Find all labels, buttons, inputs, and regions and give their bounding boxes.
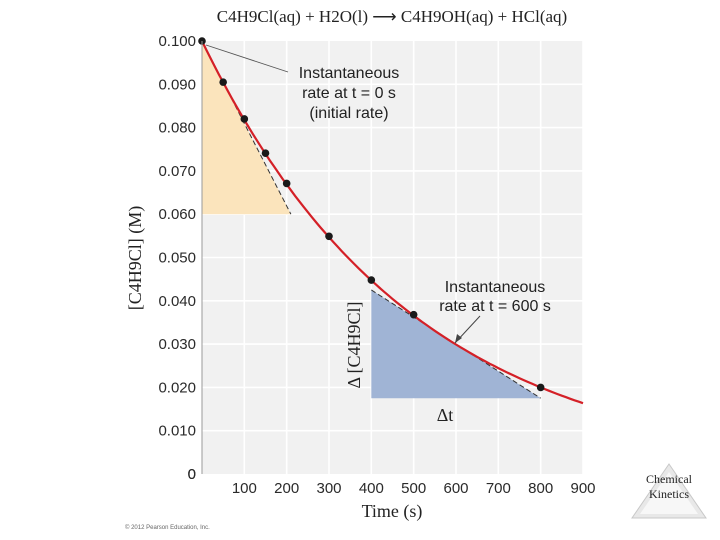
x-tick-label: 800: [528, 480, 553, 497]
y-tick-label: 0.090: [158, 76, 196, 93]
annotation-line: (initial rate): [309, 105, 388, 122]
reaction-equation-title: C4H9Cl(aq) + H2O(l) ⟶ C4H9OH(aq) + HCl(a…: [217, 7, 567, 26]
y-tick-label: 0: [188, 466, 196, 483]
x-tick-label: 900: [570, 480, 595, 497]
y-tick-label: 0.030: [158, 336, 196, 353]
leader-initial-rate: [205, 44, 289, 73]
chapter-badge-icon: [631, 463, 707, 519]
y-tick-label: 0.060: [158, 206, 196, 223]
x-axis-label: Time (s): [362, 501, 423, 522]
badge-line-2: Kinetics: [649, 487, 689, 501]
y-tick-label: 0.080: [158, 120, 196, 137]
chapter-badge: Chemical Kinetics: [630, 472, 708, 502]
x-tick-label: 600: [443, 480, 468, 497]
annotation-initial-rate: Instantaneous rate at t = 0 s (initial rat…: [299, 65, 400, 122]
annotation-line: rate at t = 600 s: [439, 298, 551, 315]
y-tick-label: 0.020: [158, 379, 196, 396]
data-points: [198, 37, 545, 392]
data-point: [325, 232, 333, 241]
y-tick-label: 0.010: [158, 423, 196, 440]
x-tick-label: 400: [359, 480, 384, 497]
y-tick-label: 0.070: [158, 163, 196, 180]
data-point: [367, 276, 376, 284]
copyright-notice: © 2012 Pearson Education, Inc.: [125, 524, 210, 531]
y-tick-label: 0.050: [158, 250, 196, 267]
data-point: [219, 78, 227, 86]
x-tick-label: 300: [316, 480, 341, 497]
x-tick-labels: 100 200 300 400 500 600 700 800 900 0: [188, 466, 596, 497]
annotation-t600: Instantaneous rate at t = 600 s: [439, 279, 551, 315]
delta-time-label: Δt: [437, 405, 454, 425]
y-axis-label: [C4H9Cl] (M): [125, 206, 146, 311]
data-point: [240, 115, 249, 123]
x-origin-label: 0: [188, 466, 196, 483]
annotation-line: rate at t = 0 s: [302, 85, 396, 102]
data-point: [536, 383, 545, 392]
badge-line-1: Chemical: [646, 472, 692, 486]
annotation-line: Instantaneous: [445, 279, 546, 296]
delta-concentration-label: Δ [C4H9Cl]: [344, 301, 364, 388]
y-tick-label: 0.100: [158, 33, 196, 50]
y-tick-label: 0.040: [158, 293, 196, 310]
data-point: [261, 149, 270, 157]
y-tick-labels: 0 0.010 0.020 0.030 0.040 0.050 0.060 0.070 0.08…: [158, 33, 196, 483]
x-tick-label: 100: [232, 480, 257, 497]
annotation-line: Instantaneous: [299, 65, 400, 82]
data-point: [409, 310, 418, 319]
x-tick-label: 700: [486, 480, 511, 497]
leader-arrowhead: [455, 334, 462, 343]
plot-area: [198, 37, 584, 474]
x-tick-label: 200: [274, 480, 299, 497]
annotation-leaders: [205, 44, 481, 344]
data-point: [282, 179, 291, 188]
x-tick-label: 500: [401, 480, 426, 497]
